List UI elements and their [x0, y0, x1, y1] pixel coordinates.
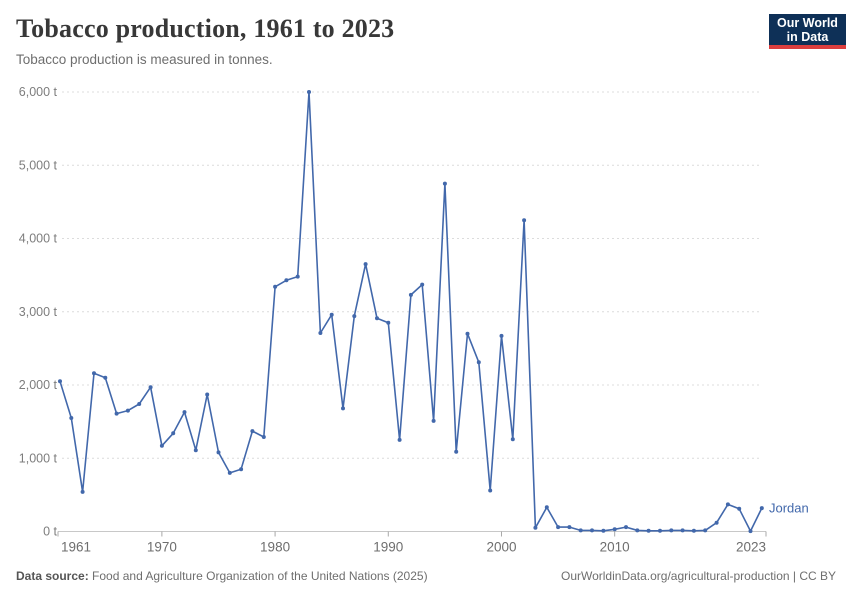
credit-url: OurWorldinData.org/agricultural-producti… [560, 569, 836, 583]
data-point [341, 406, 345, 411]
data-point [103, 375, 108, 380]
data-point [137, 402, 142, 406]
data-point [69, 416, 74, 420]
data-point [590, 528, 594, 533]
data-point [533, 525, 538, 530]
data-point [261, 435, 266, 439]
data-point [80, 489, 85, 494]
data-point [329, 312, 334, 317]
data-point [363, 262, 368, 267]
y-tick-label: 4,000 t [19, 232, 58, 246]
x-tick-label: 1990 [373, 540, 403, 555]
data-point [567, 525, 572, 530]
data-point [250, 429, 255, 434]
data-point [58, 379, 62, 384]
data-point [454, 449, 459, 454]
data-point [239, 467, 244, 472]
data-point [397, 437, 402, 442]
x-tick-label: 2010 [600, 540, 630, 555]
data-point [635, 528, 640, 533]
series-label-jordan: Jordan [769, 501, 809, 516]
data-point [205, 392, 210, 397]
data-point [375, 316, 379, 321]
data-point [612, 527, 617, 532]
data-point [499, 333, 504, 338]
data-point [748, 529, 753, 534]
data-point [522, 218, 527, 223]
data-point [431, 418, 436, 423]
data-point [307, 90, 311, 94]
line-chart: 0 t 1,000 t 2,000 t 3,000 t 4,000 t 5,000 t 6,… [19, 85, 809, 555]
data-point [725, 502, 730, 507]
data-point [624, 525, 628, 530]
data-point [703, 528, 708, 533]
data-point [680, 528, 685, 533]
data-point [601, 528, 606, 533]
data-point [442, 181, 447, 186]
x-tick-label: 1961 [61, 540, 91, 555]
data-point [114, 411, 119, 416]
data-point [295, 274, 300, 279]
data-point [125, 408, 130, 413]
data-point [216, 450, 221, 455]
data-source-text: Food and Agriculture Organization of the… [88, 569, 428, 583]
series-line-jordan [59, 91, 763, 532]
data-point [148, 385, 153, 390]
data-point [691, 528, 696, 533]
data-point [465, 331, 470, 336]
data-point [510, 437, 515, 442]
data-point [273, 284, 278, 289]
data-point [408, 292, 413, 297]
data-point [92, 371, 96, 376]
data-point [714, 520, 719, 525]
y-tick-label: 3,000 t [19, 305, 58, 319]
data-point [171, 431, 176, 436]
data-point [352, 314, 357, 319]
data-point [544, 505, 549, 510]
data-point [193, 448, 198, 453]
y-tick-label: 2,000 t [19, 378, 58, 392]
data-point [737, 506, 742, 511]
y-tick-label: 6,000 t [19, 85, 58, 99]
data-point [658, 528, 662, 533]
data-point [556, 525, 561, 530]
owid-logo-line2: in Data [786, 29, 829, 44]
y-tick-label: 5,000 t [19, 158, 58, 172]
page-title: Tobacco production, 1961 to 2023 [16, 14, 395, 43]
data-point [646, 528, 651, 533]
data-point [386, 320, 391, 325]
data-source-note: Data source: Food and Agriculture Organi… [16, 569, 428, 583]
data-point [318, 331, 323, 335]
chart-footer: Data source: Food and Agriculture Organi… [0, 565, 850, 589]
data-point [488, 488, 493, 493]
owid-logo-line1: Our World [777, 15, 838, 30]
data-point [227, 470, 232, 475]
data-point [759, 506, 764, 511]
x-tick-label: 1980 [260, 540, 290, 555]
data-point [578, 528, 583, 533]
data-point [182, 410, 187, 415]
x-tick-label: 2000 [486, 540, 516, 555]
chart-subtitle: Tobacco production is measured in tonnes… [16, 52, 273, 67]
data-point [669, 528, 674, 533]
x-tick-label: 2023 [736, 540, 766, 555]
data-point [476, 360, 481, 365]
owid-logo: Our World in Data [769, 14, 846, 49]
data-source-label: Data source: [16, 569, 89, 583]
y-tick-label: 0 t [43, 525, 57, 539]
data-point [420, 282, 425, 287]
y-tick-label: 1,000 t [19, 451, 58, 465]
x-tick-label: 1970 [147, 540, 177, 555]
data-point [284, 278, 289, 283]
data-point [159, 443, 164, 448]
